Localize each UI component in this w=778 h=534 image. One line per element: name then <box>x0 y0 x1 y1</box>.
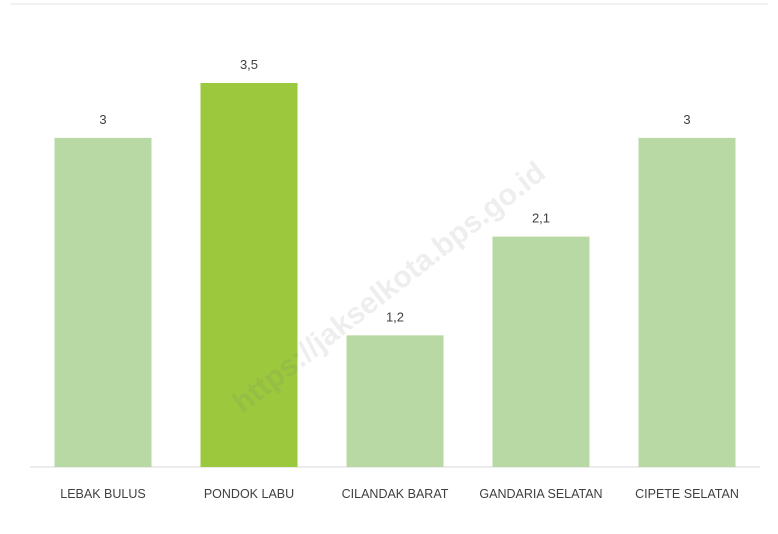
bar <box>492 236 590 467</box>
x-tick-label: GANDARIA SELATAN <box>479 487 603 501</box>
bar <box>638 137 736 467</box>
value-label: 1,2 <box>386 309 404 324</box>
x-tick-label: LEBAK BULUS <box>60 487 146 501</box>
value-label: 3 <box>683 112 690 127</box>
bar <box>346 335 444 467</box>
bar <box>200 83 298 467</box>
x-tick-label: CILANDAK BARAT <box>341 487 449 501</box>
value-label: 3,5 <box>240 57 258 72</box>
bar <box>54 137 152 467</box>
x-tick-label: PONDOK LABU <box>203 487 295 501</box>
value-label: 2,1 <box>532 211 550 226</box>
x-tick-label: CIPETE SELATAN <box>635 487 739 501</box>
value-label: 3 <box>99 112 106 127</box>
